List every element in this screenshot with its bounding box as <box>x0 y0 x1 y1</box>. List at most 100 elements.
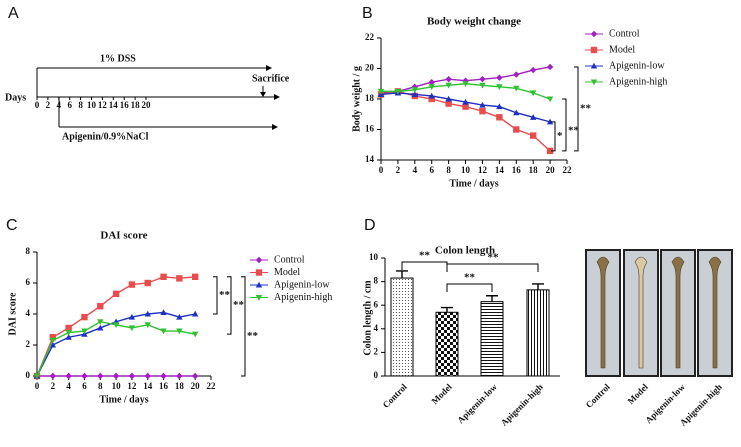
point <box>428 84 435 90</box>
tick-label: 2 <box>46 100 51 110</box>
y-tick-label: 20 <box>365 63 375 73</box>
y-tick-label: 2 <box>26 339 31 349</box>
significance-label: * <box>557 130 563 142</box>
significance-bracket <box>446 283 493 292</box>
point <box>479 101 486 108</box>
photo-label: Model <box>625 381 650 406</box>
error-bar <box>532 283 544 290</box>
point <box>445 100 452 107</box>
point <box>112 322 120 329</box>
x-tick-label: 4 <box>413 165 418 175</box>
arrow-head <box>274 94 280 100</box>
point <box>97 303 104 310</box>
point <box>529 90 537 97</box>
point <box>97 372 104 380</box>
point <box>128 325 136 332</box>
legend-label: Model <box>274 267 300 278</box>
point <box>445 75 452 83</box>
y-tick-label: 16 <box>365 124 375 134</box>
x-tick-label: 18 <box>175 381 185 391</box>
x-tick-label: 2 <box>51 381 56 391</box>
point <box>65 330 72 336</box>
point <box>546 118 554 125</box>
legend-label: Apigenin-low <box>274 279 330 290</box>
x-tick-label: 4 <box>66 381 71 391</box>
error-bar <box>486 295 498 302</box>
point <box>191 331 199 338</box>
series-line <box>36 321 196 377</box>
colon-specimen <box>634 256 648 369</box>
point <box>160 309 167 316</box>
x-tick-label: Control <box>381 381 410 410</box>
tick-label: 4 <box>57 100 62 110</box>
photo-label: Control <box>584 381 613 410</box>
legend-label: Control <box>274 254 305 265</box>
bar <box>390 277 414 377</box>
error-bar <box>396 270 408 279</box>
point <box>462 103 469 110</box>
x-tick-label: 20 <box>546 165 556 175</box>
bar <box>526 289 550 377</box>
legend-label: Apigenin-high <box>274 292 332 303</box>
point <box>97 319 104 325</box>
significance-bracket <box>446 263 539 272</box>
point <box>513 71 520 78</box>
legend-marker <box>255 294 263 301</box>
point <box>411 91 419 97</box>
legend-marker <box>590 46 598 54</box>
x-tick-label: 18 <box>529 165 539 175</box>
x-tick-label: 14 <box>495 165 505 175</box>
bar <box>435 311 459 377</box>
timeline: Days 1% DSS Sacrifice Apigenin/0.9%NaCl <box>5 53 290 142</box>
y-axis-label: Colon length / cm <box>362 280 373 356</box>
point <box>160 372 167 380</box>
y-tick-label: 2 <box>374 346 379 356</box>
point <box>377 88 385 95</box>
y-axis-label: Body weight / g <box>351 66 362 132</box>
y-tick-label: 8 <box>374 276 379 286</box>
point <box>65 372 72 380</box>
x-tick-label: 8 <box>446 165 451 175</box>
x-tick-label: 16 <box>159 381 169 391</box>
point <box>479 82 486 89</box>
point <box>513 109 520 116</box>
y-axis-label: DAI score <box>7 292 18 335</box>
legend-marker <box>255 256 263 264</box>
point <box>144 322 151 329</box>
tick-label: 18 <box>131 100 141 110</box>
chart-title: DAI score <box>100 230 147 242</box>
x-tick-label: 20 <box>191 381 201 391</box>
tick-label: 20 <box>142 100 152 110</box>
x-tick-label: 16 <box>512 165 522 175</box>
x-tick-label: 0 <box>379 165 384 175</box>
point <box>128 313 136 320</box>
significance-bracket <box>213 276 218 315</box>
point <box>479 108 486 115</box>
panel-label: D <box>364 217 376 234</box>
point <box>176 275 183 282</box>
x-tick-label: 2 <box>396 165 401 175</box>
point <box>191 372 199 380</box>
point <box>49 341 57 348</box>
significance-bracket <box>401 261 448 270</box>
significance-label: ** <box>580 102 592 114</box>
point <box>160 328 167 335</box>
legend-marker <box>590 79 598 86</box>
significance-bracket <box>241 276 246 377</box>
y-tick-label: 18 <box>365 93 375 103</box>
x-tick-label: 10 <box>112 381 122 391</box>
arrow-head <box>272 124 278 130</box>
significance-label: ** <box>233 299 245 311</box>
legend-label: Apigenin-high <box>609 76 667 87</box>
arrow-head <box>266 65 272 71</box>
axis-label: Days <box>5 92 26 103</box>
point <box>81 313 88 321</box>
point <box>65 334 72 340</box>
point <box>65 324 72 332</box>
x-axis-label: Time / days <box>99 394 148 405</box>
bar <box>480 301 504 377</box>
point <box>160 273 167 280</box>
point <box>513 126 520 133</box>
point <box>144 310 151 317</box>
